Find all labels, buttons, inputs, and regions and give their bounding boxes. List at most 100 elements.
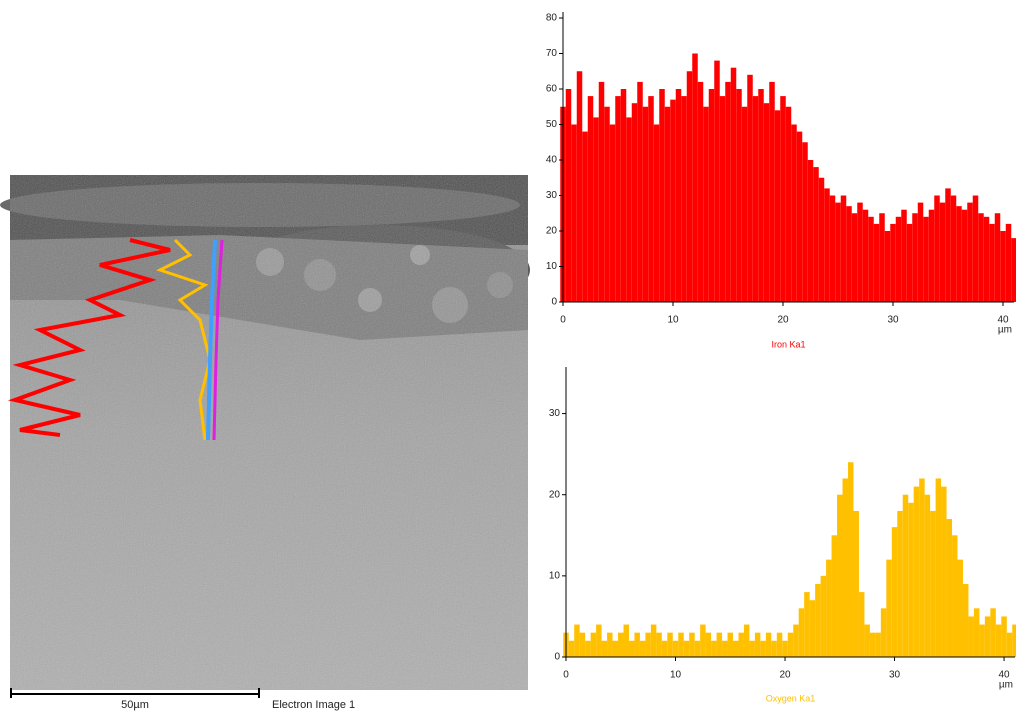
bar xyxy=(763,103,770,302)
scale-label: 50µm xyxy=(121,699,149,711)
bar xyxy=(694,640,701,657)
bar xyxy=(749,640,755,657)
bar xyxy=(912,213,918,302)
bar xyxy=(897,510,903,657)
bar xyxy=(935,478,942,657)
x-tick-label: 40 xyxy=(997,315,1009,326)
y-tick-label: 50 xyxy=(546,119,558,130)
bar xyxy=(585,640,591,657)
bar xyxy=(989,223,995,302)
bar xyxy=(634,632,640,657)
bar xyxy=(994,213,1001,302)
bar xyxy=(664,106,671,302)
bar xyxy=(804,592,810,657)
bar xyxy=(626,117,632,303)
bar xyxy=(930,510,936,657)
bar xyxy=(809,600,816,657)
x-tick-label: 30 xyxy=(887,315,899,326)
bar xyxy=(593,117,599,303)
y-tick-label: 80 xyxy=(546,13,558,24)
bar xyxy=(818,177,825,302)
bar xyxy=(650,624,657,657)
bar xyxy=(973,608,980,657)
bar xyxy=(851,213,858,302)
bar xyxy=(703,106,709,302)
image-caption: Electron Image 1 xyxy=(272,699,355,711)
bar xyxy=(1012,624,1016,657)
bar xyxy=(598,81,605,303)
bar xyxy=(956,206,962,302)
bar xyxy=(708,89,715,302)
bar xyxy=(596,624,602,657)
bar xyxy=(1000,231,1006,302)
bar xyxy=(868,216,874,302)
bar xyxy=(829,195,836,302)
bar xyxy=(776,632,783,657)
bar xyxy=(1006,632,1013,657)
bar xyxy=(793,624,799,657)
bar xyxy=(631,103,638,302)
bar xyxy=(705,632,712,657)
bar xyxy=(802,142,808,302)
bar xyxy=(984,616,991,657)
y-tick-label: 60 xyxy=(546,84,558,95)
bar xyxy=(824,188,830,302)
bar xyxy=(568,640,575,657)
bar xyxy=(675,89,682,302)
bar xyxy=(902,494,909,657)
bar xyxy=(858,592,865,657)
bar xyxy=(831,535,838,657)
bar xyxy=(939,202,946,302)
bar xyxy=(815,583,821,657)
bar xyxy=(754,632,761,657)
bar xyxy=(758,89,764,302)
bar xyxy=(574,624,580,657)
bar xyxy=(587,96,594,302)
series-name: Iron Ka1 xyxy=(771,339,805,349)
bar xyxy=(791,124,797,302)
bar xyxy=(957,559,963,657)
bar xyxy=(607,632,613,657)
bar xyxy=(765,632,772,657)
bar xyxy=(727,632,734,657)
bar xyxy=(601,640,608,657)
bar xyxy=(637,81,643,303)
bar xyxy=(826,559,832,657)
bar xyxy=(890,223,896,302)
bar xyxy=(862,209,869,302)
bar xyxy=(760,640,766,657)
bar xyxy=(678,632,684,657)
bar xyxy=(620,89,627,302)
bar xyxy=(945,188,951,302)
bar xyxy=(972,195,979,302)
bar xyxy=(979,624,985,657)
bar xyxy=(879,213,885,302)
bar xyxy=(736,89,742,302)
bar xyxy=(891,527,898,657)
bar xyxy=(796,131,803,302)
bar xyxy=(672,640,679,657)
bar xyxy=(714,60,720,302)
y-tick-label: 0 xyxy=(551,297,557,308)
bar xyxy=(990,608,996,657)
bar xyxy=(813,167,819,302)
bar xyxy=(873,223,880,302)
y-tick-label: 0 xyxy=(554,652,560,663)
y-tick-label: 20 xyxy=(546,226,558,237)
bar xyxy=(618,632,624,657)
bar xyxy=(978,213,984,302)
y-tick-label: 30 xyxy=(549,408,561,419)
bar xyxy=(609,124,616,302)
bar xyxy=(661,640,668,657)
x-axis-label: µm xyxy=(998,325,1012,336)
bar xyxy=(820,575,827,657)
bar xyxy=(692,53,698,302)
bar xyxy=(884,231,891,302)
x-tick-label: 30 xyxy=(889,670,901,681)
bar xyxy=(1001,616,1007,657)
bar xyxy=(941,486,947,657)
bar xyxy=(869,632,876,657)
bar xyxy=(853,510,859,657)
bar xyxy=(840,195,847,302)
x-tick-label: 0 xyxy=(560,315,566,326)
